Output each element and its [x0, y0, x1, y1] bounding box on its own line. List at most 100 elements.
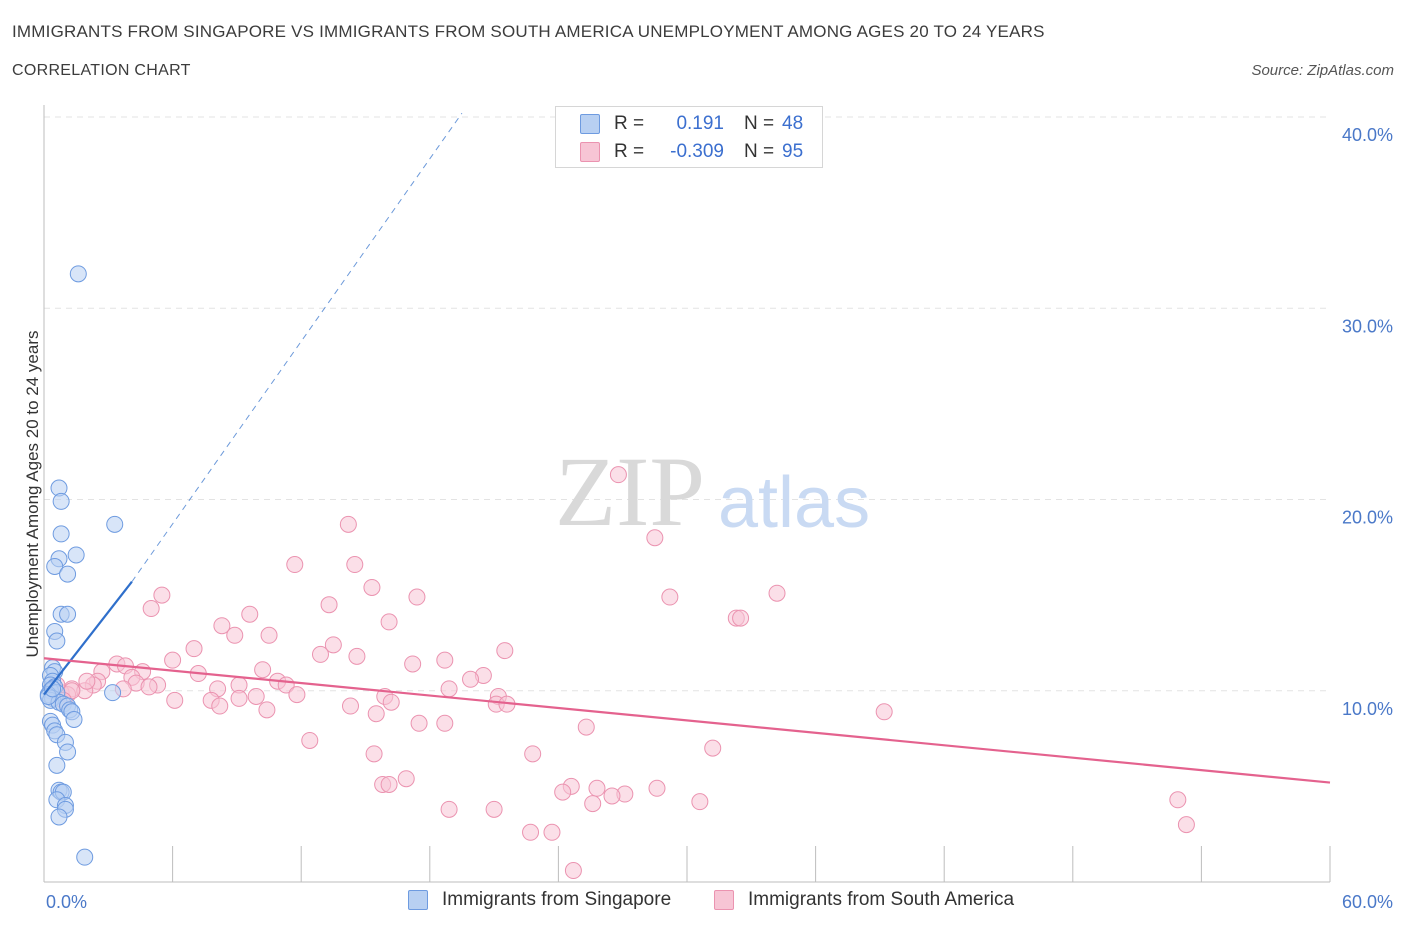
source-label: Source: ZipAtlas.com	[1251, 62, 1394, 79]
singapore-point	[59, 565, 77, 583]
south-america-swatch	[580, 142, 600, 162]
singapore-point	[52, 525, 70, 543]
south-america-point	[301, 731, 319, 749]
watermark: ZIP atlas	[555, 436, 870, 547]
singapore-point	[48, 756, 66, 774]
south-america-point	[339, 515, 357, 533]
tick-labels: 10.0% 20.0% 30.0% 40.0% 0.0% 60.0%	[46, 125, 1393, 912]
south-america-point	[408, 588, 426, 606]
south-america-point	[440, 800, 458, 818]
singapore-point	[59, 605, 77, 623]
south-america-point	[230, 689, 248, 707]
south-america-point	[258, 701, 276, 719]
south-america-point	[226, 626, 244, 644]
singapore-point	[69, 265, 87, 283]
series-legend: Immigrants from Singapore Immigrants fro…	[0, 889, 1406, 915]
south-america-point	[382, 693, 400, 711]
south-america-point	[522, 823, 540, 841]
south-america-point	[260, 626, 278, 644]
legend-r-value: 0.191	[676, 113, 724, 134]
south-america-point	[213, 617, 231, 635]
south-america-point	[485, 800, 503, 818]
south-america-point	[603, 787, 621, 805]
y-tick-label: 10.0%	[1342, 699, 1393, 719]
south-america-legend-swatch	[714, 890, 734, 910]
south-america-point	[732, 609, 750, 627]
south-america-point	[564, 862, 582, 880]
chart-title: IMMIGRANTS FROM SINGAPORE VS IMMIGRANTS …	[12, 22, 1045, 41]
watermark-atlas: atlas	[718, 463, 870, 543]
legend-n-value: 95	[782, 141, 804, 162]
south-america-point	[768, 584, 786, 602]
south-america-point	[609, 466, 627, 484]
singapore-point	[44, 680, 62, 698]
singapore-point	[67, 546, 85, 564]
y-tick-label: 20.0%	[1342, 508, 1393, 528]
south-america-point	[577, 718, 595, 736]
singapore-swatch	[580, 114, 600, 134]
x-tick-label: 60.0%	[1342, 892, 1393, 912]
south-america-point	[320, 596, 338, 614]
singapore-legend-label: Immigrants from Singapore	[442, 889, 672, 910]
south-america-point	[363, 578, 381, 596]
south-america-point	[646, 529, 664, 547]
series-legend-singapore[interactable]: Immigrants from Singapore	[408, 889, 671, 911]
south-america-point	[254, 661, 272, 679]
south-america-point	[588, 779, 606, 797]
south-america-point	[380, 775, 398, 793]
south-america-point	[875, 703, 893, 721]
south-america-point	[410, 714, 428, 732]
south-america-point	[661, 588, 679, 606]
south-america-point	[348, 647, 366, 665]
south-america-point	[524, 745, 542, 763]
y-tick-label: 40.0%	[1342, 125, 1393, 145]
south-america-point	[241, 605, 259, 623]
south-america-point	[288, 686, 306, 704]
watermark-zip: ZIP	[555, 436, 705, 547]
singapore-point	[65, 710, 83, 728]
south-america-point	[543, 823, 561, 841]
singapore-legend-swatch	[408, 890, 428, 910]
south-america-point	[367, 705, 385, 723]
singapore-point	[59, 743, 77, 761]
south-america-point	[142, 600, 160, 618]
south-america-point	[211, 697, 229, 715]
axes	[43, 105, 1331, 883]
south-america-point	[404, 655, 422, 673]
south-america-point	[341, 697, 359, 715]
south-america-trend-line	[43, 657, 1331, 784]
south-america-point	[436, 714, 454, 732]
singapore-point	[106, 515, 124, 533]
south-america-point	[78, 672, 96, 690]
south-america-point	[691, 793, 709, 811]
singapore-points	[39, 265, 124, 866]
singapore-point	[48, 632, 66, 650]
south-america-point	[311, 645, 329, 663]
series-legend-south-america[interactable]: Immigrants from South America	[714, 889, 1014, 911]
chart-subtitle: CORRELATION CHART	[12, 62, 191, 79]
singapore-point	[76, 848, 94, 866]
singapore-trend-extension	[131, 112, 463, 583]
south-america-point	[247, 687, 265, 705]
trend-lines	[43, 112, 1331, 784]
south-america-point	[346, 556, 364, 574]
south-america-point	[365, 745, 383, 763]
south-america-legend-label: Immigrants from South America	[748, 889, 1015, 910]
singapore-point	[52, 492, 70, 510]
south-america-point	[153, 586, 171, 604]
y-axis-title: Unemployment Among Ages 20 to 24 years	[23, 331, 42, 658]
singapore-trend-line	[43, 581, 133, 696]
grid-lines	[44, 116, 1330, 692]
south-america-point	[584, 795, 602, 813]
south-america-point	[704, 739, 722, 757]
singapore-point	[46, 557, 64, 575]
legend-n-label: N =	[744, 113, 775, 134]
singapore-point	[104, 684, 122, 702]
south-america-point	[554, 783, 572, 801]
south-america-point	[648, 779, 666, 797]
legend-r-label: R =	[614, 113, 645, 134]
south-america-point	[1177, 816, 1195, 834]
legend-r-value: -0.309	[670, 141, 724, 162]
south-america-point	[164, 651, 182, 669]
